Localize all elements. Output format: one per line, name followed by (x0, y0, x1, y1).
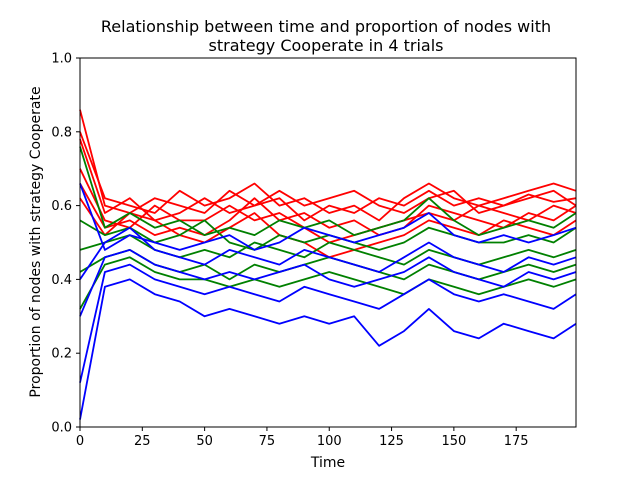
y-tick-label: 0.0 (51, 421, 72, 436)
y-tick-label: 0.8 (51, 125, 72, 140)
x-tick-label: 75 (259, 434, 276, 449)
y-axis-label: Proportion of nodes with strategy Cooper… (28, 86, 44, 397)
x-tick-label: 50 (196, 434, 213, 449)
series-line-2 (79, 131, 577, 222)
series-line-7 (79, 146, 577, 237)
x-tick-label: 175 (504, 434, 529, 449)
chart-title-line-1: Relationship between time and proportion… (101, 17, 551, 36)
x-tick-label: 25 (134, 434, 151, 449)
plot-frame (79, 57, 577, 428)
series-line-16 (79, 278, 577, 420)
series-line-14 (79, 248, 577, 317)
series-line-1 (79, 109, 577, 222)
y-tick-label: 1.0 (51, 52, 72, 67)
chart-title-line-2: strategy Cooperate in 4 trials (209, 36, 444, 55)
series-layer (79, 109, 577, 420)
series-line-11 (79, 256, 577, 310)
series-line-12 (79, 183, 577, 251)
tick-layer: 0 25 50 75 100 125 150 175 0.0 0.2 0.4 0.6 0.8 1.0 (51, 52, 528, 450)
y-tick-label: 0.2 (51, 347, 72, 362)
y-tick-label: 0.6 (51, 199, 72, 214)
x-tick-label: 100 (317, 434, 342, 449)
y-tick-label: 0.4 (51, 273, 72, 288)
x-tick-label: 125 (379, 434, 404, 449)
series-line-15 (79, 263, 577, 383)
x-axis-label: Time (310, 455, 345, 471)
series-line-13 (79, 226, 577, 280)
series-line-3 (79, 138, 577, 222)
x-tick-label: 0 (76, 434, 84, 449)
x-tick-label: 150 (441, 434, 466, 449)
